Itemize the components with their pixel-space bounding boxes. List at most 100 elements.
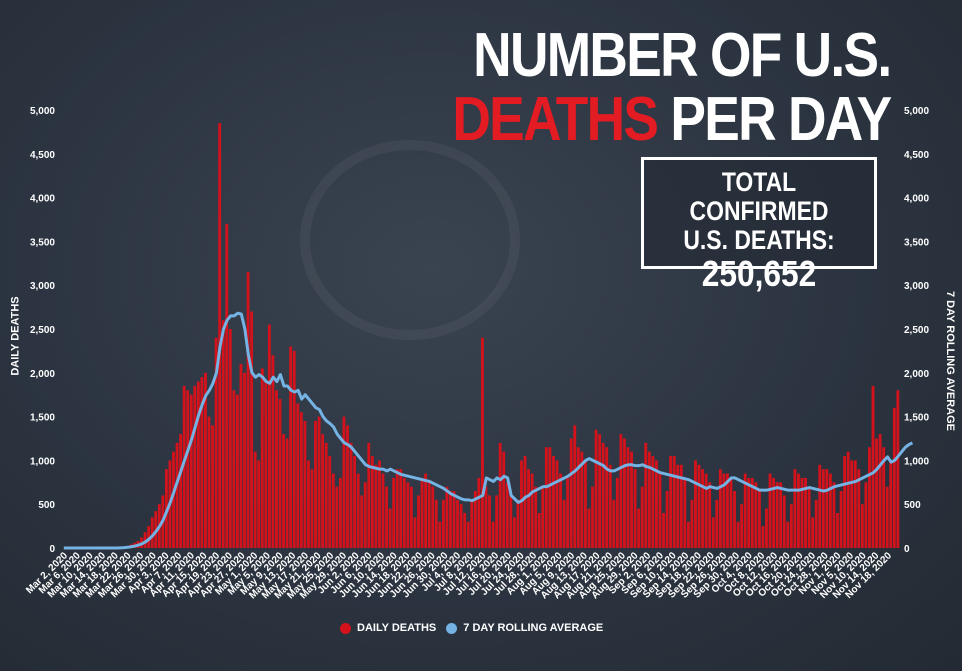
daily-deaths-bar (463, 512, 467, 548)
daily-deaths-bar (470, 499, 474, 548)
chart-title: NUMBER OF U.S. DEATHS PER DAY (451, 24, 892, 154)
daily-deaths-bar (257, 460, 261, 548)
daily-deaths-bar (307, 460, 310, 548)
daily-deaths-bar (562, 499, 566, 548)
daily-deaths-bar (317, 416, 321, 548)
bars-group (118, 123, 900, 548)
right-y-tick-label: 4,500 (904, 150, 929, 161)
daily-deaths-bar (228, 329, 232, 548)
daily-deaths-bar (378, 460, 381, 548)
right-y-tick-label: 2,500 (904, 325, 929, 336)
daily-deaths-bar (292, 350, 296, 548)
daily-deaths-bar (757, 491, 761, 548)
right-y-tick-label: 3,000 (904, 281, 929, 292)
daily-deaths-bar (896, 390, 900, 548)
daily-deaths-bar (623, 438, 626, 548)
daily-deaths-bar (204, 372, 207, 548)
daily-deaths-bar (853, 460, 857, 548)
daily-deaths-bar (296, 403, 300, 548)
daily-deaths-bar (559, 473, 562, 548)
daily-deaths-bar (523, 456, 527, 548)
daily-deaths-bar (576, 447, 580, 548)
right-y-tick-label: 0 (904, 544, 910, 555)
daily-deaths-bar (282, 434, 285, 548)
left-axis-ticks: 0 500 1,000 1,500 2,000 2,500 3,000 3,500 4,000 4… (30, 106, 55, 555)
daily-deaths-bar (498, 442, 502, 548)
daily-deaths-bar (555, 460, 559, 548)
total-deaths-value: 250,652 (701, 253, 817, 294)
left-y-tick-label: 3,500 (30, 237, 55, 248)
daily-deaths-bar (871, 385, 875, 548)
daily-deaths-bar (889, 460, 893, 548)
daily-deaths-bar (772, 477, 776, 548)
daily-deaths-bar (726, 473, 729, 548)
legend-rolling-dot (446, 622, 458, 634)
daily-deaths-bar (346, 425, 349, 548)
daily-deaths-bar (665, 491, 669, 548)
daily-deaths-bar (438, 521, 442, 548)
daily-deaths-bar (779, 482, 783, 548)
daily-deaths-bar (860, 504, 864, 548)
daily-deaths-bar (452, 491, 456, 548)
daily-deaths-bar (807, 486, 811, 548)
daily-deaths-bar (541, 486, 545, 548)
daily-deaths-bar (434, 499, 438, 548)
daily-deaths-bar (765, 508, 768, 548)
daily-deaths-bar (427, 482, 431, 548)
daily-deaths-bar (200, 377, 204, 548)
legend-rolling-label: 7 DAY ROLLING AVERAGE (463, 622, 604, 634)
right-y-tick-label: 500 (904, 500, 921, 511)
daily-deaths-bar (864, 482, 868, 548)
total-label-line-1: TOTAL CONFIRMED (689, 167, 829, 226)
daily-deaths-bar (381, 473, 385, 548)
daily-deaths-bar (786, 521, 790, 548)
daily-deaths-bar (530, 473, 534, 548)
daily-deaths-bar (683, 477, 687, 548)
left-y-tick-label: 500 (38, 500, 55, 511)
daily-deaths-bar (232, 390, 236, 548)
daily-deaths-bar (235, 394, 239, 548)
daily-deaths-bar (260, 368, 264, 548)
daily-deaths-bar (512, 517, 516, 548)
daily-deaths-bar (207, 416, 211, 548)
title-deaths-word: DEATHS (451, 85, 659, 154)
daily-deaths-bar (331, 473, 335, 548)
daily-deaths-bar (537, 512, 541, 548)
daily-deaths-bar (686, 521, 690, 548)
daily-deaths-bar (363, 482, 367, 548)
right-axis-ticks: 0 500 1,000 1,500 2,000 2,500 3,000 3,500 4,000 4… (904, 106, 929, 555)
daily-deaths-bar (392, 477, 396, 548)
daily-deaths-bar (598, 434, 602, 548)
daily-deaths-bar (836, 512, 839, 548)
daily-deaths-bar (736, 521, 740, 548)
daily-deaths-bar (441, 499, 445, 548)
daily-deaths-bar (647, 451, 651, 548)
daily-deaths-bar (516, 499, 520, 548)
daily-deaths-bar (701, 469, 704, 548)
daily-deaths-bar (367, 442, 371, 548)
daily-deaths-bar (147, 526, 151, 548)
daily-deaths-bar (566, 477, 570, 548)
daily-deaths-bar (505, 482, 509, 548)
daily-deaths-bar (715, 499, 719, 548)
title-line-2: DEATHS PER DAY (451, 85, 892, 154)
daily-deaths-bar (534, 486, 538, 548)
daily-deaths-bar (385, 486, 388, 548)
daily-deaths-bar (456, 499, 459, 548)
daily-deaths-bar (466, 521, 470, 548)
left-y-tick-label: 0 (49, 544, 55, 555)
daily-deaths-bar (402, 477, 406, 548)
daily-deaths-bar (658, 473, 662, 548)
right-y-tick-label: 5,000 (904, 106, 929, 117)
daily-deaths-bar (793, 469, 797, 548)
daily-deaths-bar (697, 464, 701, 548)
daily-deaths-bar (481, 337, 484, 548)
rolling-average-group (63, 311, 914, 550)
daily-deaths-bar (196, 381, 200, 548)
daily-deaths-bar (175, 442, 179, 548)
daily-deaths-bar (892, 407, 896, 548)
daily-deaths-bar (868, 447, 871, 548)
daily-deaths-bar (704, 473, 708, 548)
daily-deaths-bar (768, 473, 772, 548)
